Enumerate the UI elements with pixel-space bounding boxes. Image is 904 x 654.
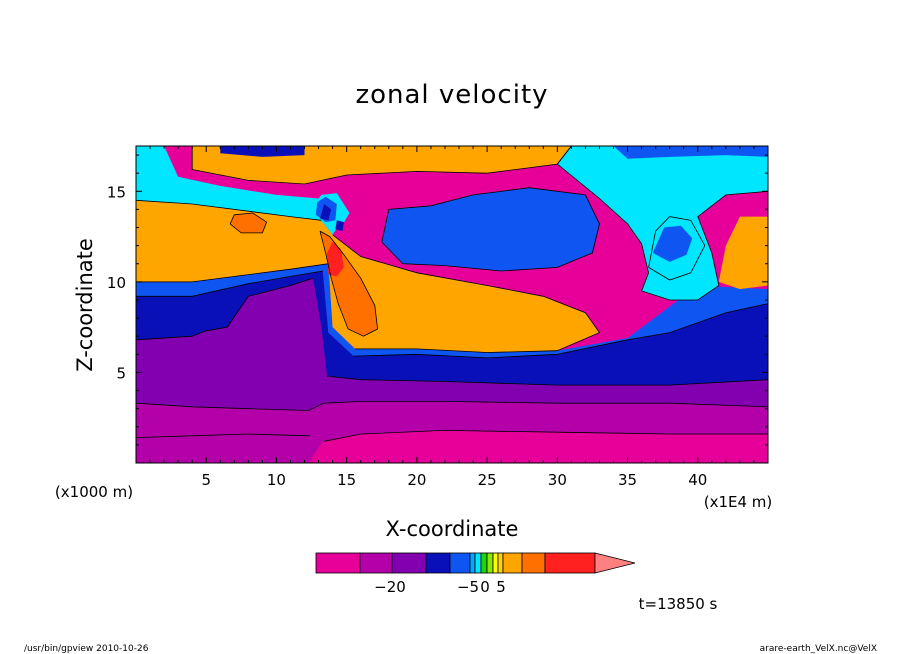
colorbar: −20 −5 0 5 — [315, 552, 636, 596]
contour-line — [319, 230, 379, 337]
contour-region — [335, 220, 344, 232]
plot-area: 5 10 15 20 25 30 35 40 5 10 15 — [107, 145, 769, 489]
x-tick-label: 40 — [688, 471, 707, 489]
contour-region — [220, 146, 305, 157]
colorbar-tick-label: 5 — [496, 578, 506, 596]
colorbar-swatch — [449, 552, 471, 574]
x-tick-label: 35 — [618, 471, 637, 489]
colorbar-swatches — [315, 552, 636, 574]
x-axis-label: X-coordinate — [386, 517, 519, 541]
colorbar-tick-label: −5 — [457, 578, 479, 596]
x-unit-right: (x1E4 m) — [704, 493, 773, 511]
contour-line — [191, 146, 572, 185]
contour-region — [557, 146, 768, 300]
contour-region — [308, 430, 768, 463]
colorbar-tick-label: −20 — [374, 578, 406, 596]
colorbar-swatch — [492, 552, 499, 574]
y-axis-label: Z-coordinate — [73, 238, 97, 372]
colorbar-swatch — [425, 552, 451, 574]
footer-left: /usr/bin/gpview 2010-10-26 — [24, 644, 149, 654]
x-unit-left: (x1000 m) — [55, 483, 133, 501]
contour-line — [324, 429, 768, 442]
contour-line — [136, 270, 323, 297]
contour-region — [230, 213, 267, 233]
contour-line — [136, 199, 322, 221]
y-tick-label: 10 — [107, 274, 126, 292]
colorbar-swatch — [391, 552, 427, 574]
colorbar-swatch — [359, 552, 393, 574]
colorbar-swatch — [480, 552, 488, 574]
colorbar-swatch — [315, 552, 361, 574]
x-tick-label: 30 — [548, 471, 567, 489]
colorbar-tick-label: 0 — [480, 578, 490, 596]
x-ticks: 5 10 15 20 25 30 35 40 — [149, 146, 755, 489]
colorbar-swatch — [474, 552, 482, 574]
chart-title: zonal velocity — [355, 80, 548, 110]
colorbar-swatch — [497, 552, 504, 574]
contour-lines — [136, 146, 768, 442]
contour-line — [326, 375, 768, 386]
colorbar-arrow — [594, 552, 636, 574]
contour-line — [136, 263, 329, 283]
contour-region — [327, 242, 344, 277]
colorbar-swatch — [544, 552, 596, 574]
contour-region — [718, 216, 768, 290]
colorbar-swatch — [486, 552, 494, 574]
time-label: t=13850 s — [639, 595, 718, 613]
contour-line — [136, 400, 768, 411]
y-tick-label: 15 — [107, 183, 126, 201]
contour-line — [648, 216, 706, 281]
contour-region — [136, 401, 768, 463]
contour-region — [613, 146, 768, 159]
contour-region — [381, 187, 600, 271]
contour-region — [652, 225, 693, 262]
y-tick-label: 5 — [116, 364, 126, 382]
contour-line — [381, 187, 600, 272]
contour-region — [136, 146, 347, 235]
contour-line — [136, 433, 311, 438]
colorbar-swatch — [469, 552, 476, 574]
contour-region — [136, 278, 768, 411]
contour-line — [332, 234, 601, 353]
contour-fills — [136, 146, 768, 463]
contour-line — [136, 277, 314, 341]
x-tick-label: 20 — [407, 471, 426, 489]
x-tick-label: 15 — [337, 471, 356, 489]
contour-region — [136, 200, 600, 353]
colorbar-swatch — [502, 552, 523, 574]
x-tick-label: 25 — [478, 471, 497, 489]
contour-region — [320, 204, 332, 221]
contour-line — [229, 212, 268, 234]
contour-region — [136, 271, 768, 386]
footer-right: arare-earth_VelX.nc@VelX — [760, 644, 877, 654]
x-tick-label: 10 — [267, 471, 286, 489]
contour-line — [556, 146, 768, 301]
contour-line — [353, 303, 768, 359]
plot-frame — [135, 145, 769, 464]
y-ticks: 5 10 15 — [107, 154, 768, 446]
colorbar-labels: −20 −5 0 5 — [374, 578, 506, 596]
colorbar-swatch — [521, 552, 546, 574]
x-tick-label: 5 — [201, 471, 211, 489]
